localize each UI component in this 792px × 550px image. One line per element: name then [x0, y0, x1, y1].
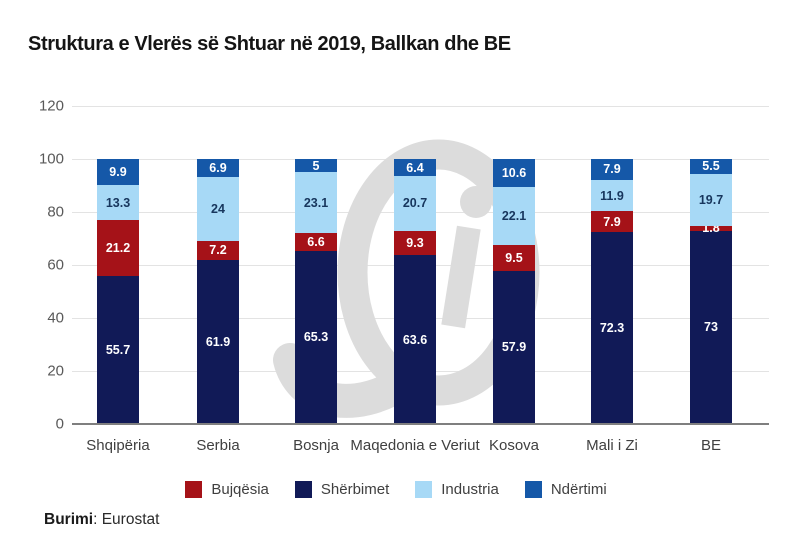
x-tick-label: Mali i Zi	[586, 437, 638, 454]
bar-value-label: 72.3	[599, 320, 625, 335]
bar-segment-Shërbimet: 72.3	[591, 232, 633, 424]
bar-value-label: 7.2	[209, 243, 227, 258]
source-value: : Eurostat	[93, 511, 160, 528]
bar-segment-Bujqësia: 7.2	[197, 240, 239, 260]
bar-Shqipëria: 55.7 21.2 13.3 9.9	[97, 158, 139, 424]
legend: Bujqësia Shërbimet Industria Ndërtimi	[0, 481, 792, 498]
bar-segment-Industria: 23.1	[295, 172, 337, 234]
legend-swatch	[185, 481, 203, 498]
bar-value-label: 9.9	[109, 164, 127, 179]
y-tick-label: 100	[38, 150, 64, 168]
bar-value-label: 19.7	[698, 192, 724, 207]
bar-value-label: 57.9	[501, 340, 527, 355]
bar-value-label: 24	[211, 201, 225, 216]
legend-item-Shërbimet: Shërbimet	[294, 481, 390, 498]
bar-segment-Industria: 22.1	[493, 186, 535, 246]
bar-value-label: 65.3	[303, 330, 329, 345]
bar-segment-Ndërtimi: 5.5	[690, 159, 732, 174]
y-tick-label: 80	[47, 203, 64, 221]
y-tick-label: 40	[47, 309, 64, 327]
x-tick-label: BE	[700, 437, 722, 454]
x-tick-label: Serbia	[196, 437, 240, 454]
bar-value-label: 23.1	[303, 195, 329, 210]
bar-value-label: 21.2	[105, 241, 131, 256]
legend-item-Bujqësia: Bujqësia	[185, 481, 269, 498]
plot-area: 55.7 21.2 13.3 9.9 61.9 7.2 24 6.9 65.3 6.6 23.1 5 6…	[72, 106, 769, 425]
gridline	[72, 106, 769, 107]
bar-value-label: 7.9	[603, 214, 621, 229]
bar-segment-Ndërtimi: 10.6	[493, 158, 535, 187]
bar-value-label: 11.9	[600, 188, 624, 203]
bar-segment-Bujqësia: 1.8	[690, 222, 732, 234]
source-note: Burimi: Eurostat	[44, 511, 159, 529]
bar-segment-Ndërtimi: 7.9	[591, 159, 633, 180]
source-label: Burimi	[44, 511, 94, 528]
bar-Mali i Zi: 72.3 7.9 11.9 7.9	[591, 159, 633, 424]
bar-value-label: 9.3	[406, 235, 424, 250]
bar-segment-Shërbimet: 73	[690, 230, 732, 424]
bar-value-label: 73	[704, 320, 718, 335]
x-tick-label: Maqedonia e Veriut	[350, 437, 480, 454]
bar-segment-Bujqësia: 7.9	[591, 211, 633, 233]
bar-value-label: 22.1	[501, 208, 527, 223]
bar-value-label: 61.9	[205, 334, 231, 349]
bar-Maqedonia e Veriut: 63.6 9.3 20.7 6.4	[394, 159, 436, 424]
bar-segment-Ndërtimi: 6.9	[197, 159, 239, 178]
bar-segment-Ndërtimi: 6.4	[394, 159, 436, 176]
x-tick-label: Kosova	[488, 437, 540, 454]
y-tick-label: 60	[47, 256, 64, 274]
bar-segment-Shërbimet: 61.9	[197, 259, 239, 424]
bar-value-label: 6.9	[209, 160, 227, 175]
bar-segment-Ndërtimi: 5	[295, 158, 337, 173]
legend-swatch	[524, 481, 542, 498]
legend-swatch	[415, 481, 433, 498]
bar-value-label: 7.9	[603, 162, 621, 177]
y-tick-label: 0	[55, 415, 64, 433]
watermark-i-dot	[460, 186, 492, 218]
y-tick-label: 120	[38, 97, 64, 115]
bar-value-label: 63.6	[402, 332, 428, 347]
bar-segment-Shërbimet: 63.6	[394, 255, 436, 424]
bar-segment-Shërbimet: 57.9	[493, 270, 535, 424]
x-axis-line	[72, 423, 769, 425]
bar-segment-Shërbimet: 55.7	[97, 276, 139, 424]
legend-item-Industria: Industria	[415, 481, 499, 498]
x-tick-label: Shqipëria	[86, 437, 150, 454]
bar-segment-Bujqësia: 9.5	[493, 245, 535, 271]
bar-value-label: 55.7	[105, 342, 131, 357]
x-tick-label: Bosnja	[293, 437, 339, 454]
bar-segment-Industria: 24	[197, 177, 239, 241]
bar-segment-Industria: 13.3	[97, 185, 139, 221]
bar-value-label: 6.6	[307, 234, 325, 249]
legend-label: Shërbimet	[320, 481, 390, 498]
legend-swatch	[294, 481, 312, 498]
legend-label: Bujqësia	[211, 481, 269, 498]
bar-segment-Industria: 11.9	[591, 179, 633, 212]
bar-value-label: 6.4	[406, 160, 424, 175]
legend-label: Ndërtimi	[550, 481, 607, 498]
legend-item-Ndërtimi: Ndërtimi	[524, 481, 607, 498]
bar-segment-Bujqësia: 6.6	[295, 233, 337, 251]
bar-value-label: 9.5	[505, 250, 523, 265]
bar-value-label: 5	[312, 158, 320, 173]
bar-value-label: 5.5	[702, 159, 720, 174]
bar-Serbia: 61.9 7.2 24 6.9	[197, 159, 239, 424]
bar-Bosnja: 65.3 6.6 23.1 5	[295, 159, 337, 424]
bar-segment-Industria: 19.7	[690, 173, 732, 226]
bar-Kosova: 57.9 9.5 22.1 10.6	[493, 158, 535, 424]
y-tick-label: 20	[47, 362, 64, 380]
bar-value-label: 13.3	[105, 195, 131, 210]
bar-segment-Ndërtimi: 9.9	[97, 158, 139, 185]
legend-label: Industria	[441, 481, 499, 498]
bar-segment-Bujqësia: 21.2	[97, 220, 139, 277]
bar-segment-Bujqësia: 9.3	[394, 230, 436, 256]
bar-BE: 73 1.8 19.7 5.5	[690, 159, 732, 424]
bar-value-label: 20.7	[402, 196, 428, 211]
watermark-i-stem	[441, 225, 481, 329]
bar-segment-Shërbimet: 65.3	[295, 250, 337, 424]
chart-title: Struktura e Vlerës së Shtuar në 2019, Ba…	[28, 33, 511, 55]
bar-value-label: 10.6	[501, 165, 527, 180]
bar-segment-Industria: 20.7	[394, 175, 436, 231]
